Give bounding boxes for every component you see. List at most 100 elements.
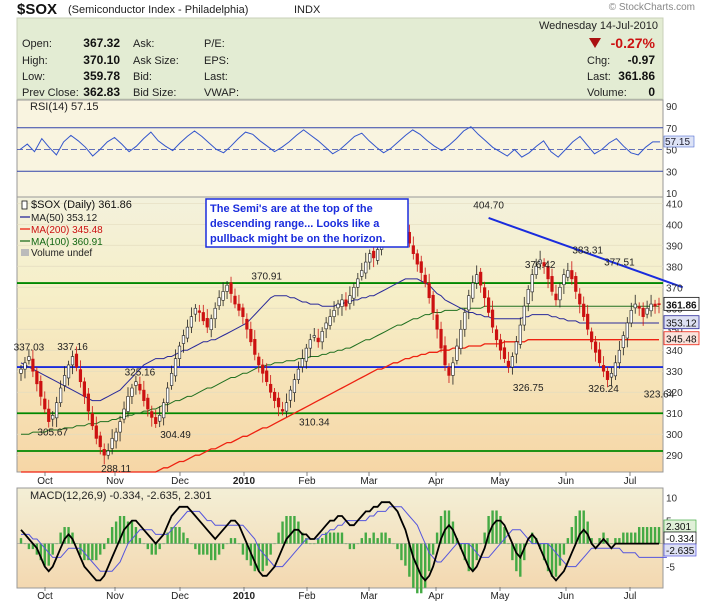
candle-body: [550, 276, 554, 292]
macd-histogram-bar: [39, 543, 43, 561]
macd-histogram-bar: [542, 543, 546, 561]
macd-histogram-bar: [519, 543, 522, 577]
candle-body: [593, 341, 598, 353]
quote-value: 361.86: [618, 69, 655, 83]
price-annotation-label: 305.67: [37, 427, 68, 438]
legend-ma50: MA(50) 353.12: [31, 213, 98, 224]
macd-histogram-bar: [237, 543, 241, 545]
price-tick-label: 290: [666, 451, 683, 462]
macd-histogram-bar: [388, 538, 391, 544]
candle-body: [372, 250, 376, 259]
candle-body: [249, 328, 253, 343]
rsi-panel: RSI(14) 57.15 90 70 50 30 10 57.15: [16, 99, 695, 200]
annotation-box: [205, 198, 409, 248]
quote-label: Volume:: [587, 87, 627, 99]
macd-histogram-bar: [356, 543, 360, 545]
candle-body: [280, 409, 285, 412]
macd-histogram-bar: [590, 538, 593, 544]
macd-histogram-bar: [261, 543, 264, 572]
candle-body: [110, 438, 114, 449]
macd-histogram-bar: [550, 543, 554, 577]
header: $SOX (Semiconductor Index - Philadelphia…: [16, 1, 695, 100]
candle-body: [625, 322, 629, 339]
price-tick-label: 410: [666, 199, 683, 210]
macd-histogram-bar: [27, 543, 31, 550]
macd-histogram-bar: [59, 532, 62, 544]
quote-label: Last:: [204, 71, 228, 83]
price-annotation-label: 377.51: [604, 258, 635, 269]
candle-body: [328, 316, 332, 326]
macd-histogram-bar: [257, 543, 260, 572]
macd-histogram-bar: [360, 538, 363, 544]
rsi-tick-label: 50: [666, 146, 678, 157]
candle-body: [617, 349, 621, 364]
macd-histogram-bar: [400, 543, 403, 561]
quote-value: 367.32: [83, 36, 120, 50]
macd-histogram-bar: [610, 543, 613, 545]
candle-body: [356, 278, 360, 288]
candle-body: [122, 408, 126, 420]
candle-body: [90, 413, 94, 427]
candle-body: [324, 322, 328, 330]
candle-body: [23, 362, 27, 370]
candle-body: [74, 353, 79, 368]
macd-histogram-bar: [618, 538, 621, 544]
x-tick-label: Jun: [558, 476, 574, 487]
macd-histogram-bar: [110, 527, 114, 544]
x-tick-label: May: [491, 476, 510, 487]
candle-body: [633, 303, 637, 309]
macd-histogram-bar: [134, 527, 138, 544]
price-tick-label: 300: [666, 430, 683, 441]
macd-histogram-bar: [562, 543, 566, 555]
price-tick-label: 390: [666, 241, 683, 252]
legend-ma200: MA(200) 345.48: [31, 225, 103, 236]
quote-value: -0.97: [628, 53, 656, 67]
candle-body: [86, 393, 90, 412]
macd-histogram-bar: [114, 521, 118, 544]
macd-right-label: -0.334: [666, 534, 695, 545]
macd-histogram-bar: [63, 527, 66, 544]
candle-body: [300, 358, 304, 367]
macd-histogram-bar: [118, 516, 122, 544]
candle-body: [590, 331, 594, 343]
candle-body: [35, 370, 39, 385]
ma200-line: [21, 339, 659, 473]
x-tick-label: 2010: [233, 591, 256, 602]
candle-body: [566, 270, 570, 278]
candle-body: [55, 402, 59, 419]
price-tick-label: 380: [666, 262, 683, 273]
macd-histogram-bar: [653, 527, 657, 544]
candle-body: [657, 303, 661, 305]
macd-histogram-bar: [19, 538, 23, 544]
candle-body: [288, 389, 293, 401]
price-annotation-label: 383.31: [572, 245, 603, 256]
candle-body: [431, 294, 435, 313]
x-tick-label: Jun: [558, 591, 574, 602]
macd-histogram-bar: [178, 527, 181, 544]
macd-histogram-bar: [194, 543, 197, 550]
candle-body: [253, 339, 257, 355]
macd-histogram-bar: [273, 543, 276, 545]
candle-body: [605, 370, 610, 380]
macd-histogram-bar: [301, 532, 304, 544]
macd-histogram-bar: [431, 543, 435, 555]
candle-body: [582, 303, 586, 317]
macd-histogram-bar: [126, 521, 130, 544]
price-panel: 337.03 337.16 305.67 325.16 288.11 304.49 370.…: [14, 196, 700, 475]
macd-histogram-bar: [221, 543, 225, 550]
candle-body: [62, 375, 67, 386]
macd-right-label: 2.301: [666, 522, 691, 533]
down-arrow-icon: [589, 38, 601, 48]
candle-body: [51, 415, 55, 420]
candle-body: [94, 425, 98, 439]
x-tick-label: Apr: [428, 476, 444, 487]
candle-body: [273, 391, 277, 401]
candle-body: [150, 411, 154, 418]
macd-histogram-bar: [412, 543, 415, 588]
x-tick-label: 2010: [233, 476, 256, 487]
candle-body: [201, 312, 205, 322]
macd-histogram-bar: [554, 543, 558, 577]
macd-histogram-bar: [641, 527, 645, 544]
candle-body: [558, 286, 562, 301]
macd-histogram-bar: [511, 543, 514, 561]
